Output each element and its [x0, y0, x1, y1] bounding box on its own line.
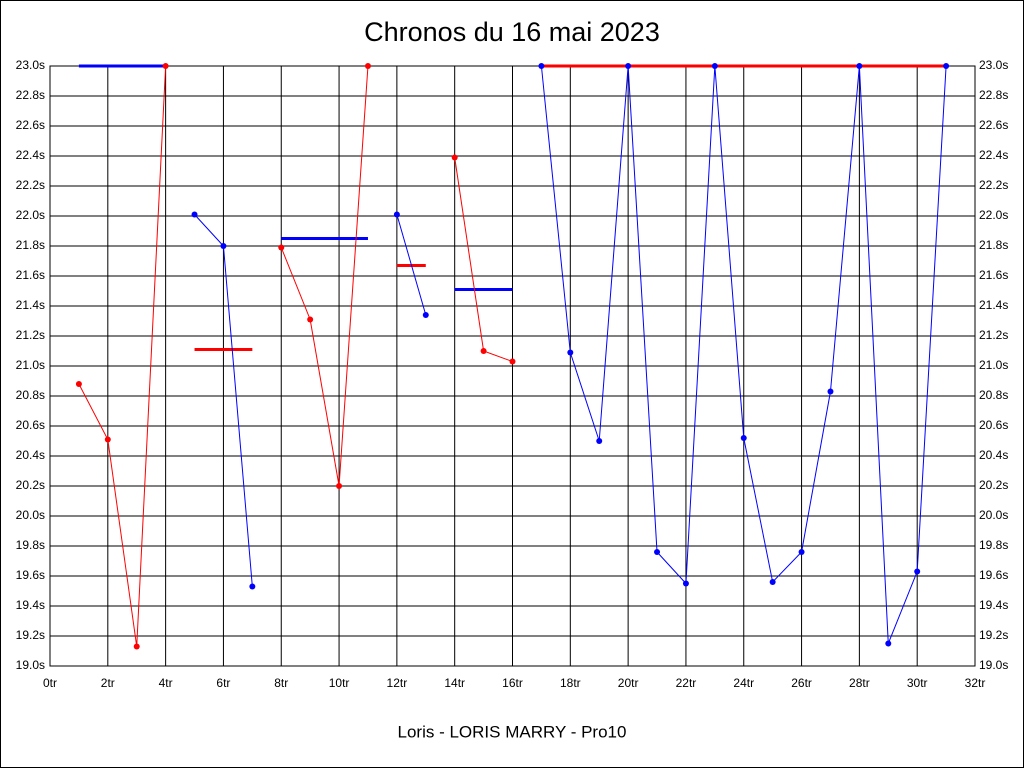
y-tick-label: 19.6s	[16, 568, 45, 582]
point	[104, 436, 111, 443]
y-tick-label: 21.6s	[16, 268, 45, 282]
point	[914, 568, 921, 575]
y2-tick-label: 21.8s	[979, 238, 1008, 252]
x-tick-label: 16tr	[502, 676, 523, 690]
point	[625, 63, 632, 69]
y-tick-label: 20.6s	[16, 418, 45, 432]
point	[451, 154, 458, 161]
x-tick-label: 6tr	[216, 676, 230, 690]
y2-tick-label: 20.4s	[979, 448, 1008, 462]
y2-tick-label: 23.0s	[979, 58, 1008, 72]
point	[711, 63, 718, 69]
y-tick-label: 21.2s	[16, 328, 45, 342]
y-tick-label: 22.2s	[16, 178, 45, 192]
point	[538, 63, 545, 69]
x-tick-label: 0tr	[43, 676, 57, 690]
y2-tick-label: 20.0s	[979, 508, 1008, 522]
point	[682, 580, 689, 587]
y-tick-label: 22.0s	[16, 208, 45, 222]
point	[336, 483, 343, 489]
x-axis-label: Loris - LORIS MARRY - Pro10	[398, 722, 627, 741]
point	[798, 549, 805, 555]
x-tick-label: 22tr	[676, 676, 697, 690]
y2-tick-label: 21.2s	[979, 328, 1008, 342]
point	[827, 388, 834, 395]
point	[567, 349, 574, 356]
point	[191, 211, 198, 218]
point	[162, 63, 169, 69]
y-tick-label: 22.8s	[16, 88, 45, 102]
point	[856, 63, 863, 69]
x-tick-label: 12tr	[387, 676, 408, 690]
x-tick-label: 8tr	[274, 676, 288, 690]
y-tick-label: 19.2s	[16, 628, 45, 642]
x-tick-label: 20tr	[618, 676, 639, 690]
y-tick-label: 21.8s	[16, 238, 45, 252]
point	[654, 549, 661, 555]
y2-tick-label: 20.2s	[979, 478, 1008, 492]
x-tick-label: 2tr	[101, 676, 115, 690]
point	[249, 583, 256, 590]
x-tick-label: 4tr	[159, 676, 173, 690]
point	[769, 579, 776, 585]
point	[740, 435, 747, 441]
point	[278, 244, 285, 251]
point	[393, 211, 400, 218]
y-tick-label: 20.0s	[16, 508, 45, 522]
y-tick-label: 20.2s	[16, 478, 45, 492]
y2-tick-label: 20.8s	[979, 388, 1008, 402]
series-line	[78, 64, 513, 291]
y2-tick-label: 22.4s	[979, 148, 1008, 162]
y2-tick-label: 22.6s	[979, 118, 1008, 132]
y-tick-label: 21.4s	[16, 298, 45, 312]
x-tick-label: 24tr	[733, 676, 754, 690]
point	[422, 312, 429, 318]
y2-tick-label: 22.2s	[979, 178, 1008, 192]
y2-tick-label: 20.6s	[979, 418, 1008, 432]
y-tick-label: 19.4s	[16, 598, 45, 612]
x-tick-label: 32tr	[965, 676, 986, 690]
y2-tick-label: 19.6s	[979, 568, 1008, 582]
point	[943, 63, 950, 69]
y2-tick-label: 21.4s	[979, 298, 1008, 312]
y-tick-label: 20.4s	[16, 448, 45, 462]
y2-tick-label: 19.4s	[979, 598, 1008, 612]
y2-tick-label: 19.2s	[979, 628, 1008, 642]
point	[75, 381, 82, 387]
point	[307, 316, 314, 323]
point	[220, 243, 227, 249]
x-tick-label: 14tr	[444, 676, 465, 690]
y2-tick-label: 21.0s	[979, 358, 1008, 372]
y-tick-label: 20.8s	[16, 388, 45, 402]
y2-tick-label: 19.0s	[979, 658, 1008, 672]
x-tick-label: 28tr	[849, 676, 870, 690]
x-tick-label: 30tr	[907, 676, 928, 690]
point	[509, 358, 516, 365]
y-tick-label: 21.0s	[16, 358, 45, 372]
point	[364, 63, 371, 69]
y2-tick-label: 21.6s	[979, 268, 1008, 282]
point	[596, 438, 603, 444]
x-tick-label: 10tr	[329, 676, 350, 690]
y-tick-label: 23.0s	[16, 58, 45, 72]
point	[885, 640, 892, 647]
y-tick-label: 19.0s	[16, 658, 45, 672]
y2-tick-label: 22.0s	[979, 208, 1008, 222]
point	[133, 643, 140, 650]
point	[480, 348, 487, 354]
y-tick-label: 19.8s	[16, 538, 45, 552]
x-tick-label: 18tr	[560, 676, 581, 690]
chart-title: Chronos du 16 mai 2023	[364, 17, 660, 47]
y-tick-label: 22.4s	[16, 148, 45, 162]
y2-tick-label: 19.8s	[979, 538, 1008, 552]
y-tick-label: 22.6s	[16, 118, 45, 132]
x-tick-label: 26tr	[791, 676, 812, 690]
y2-tick-label: 22.8s	[979, 88, 1008, 102]
